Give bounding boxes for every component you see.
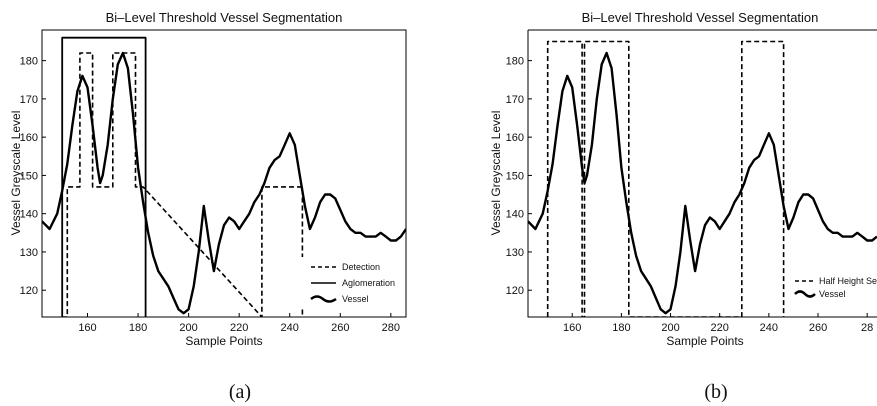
y-tick-label: 130	[20, 247, 38, 259]
x-tick-label: 280	[382, 322, 400, 334]
panel-a-x-ticks: 160 180 200 220 240 260 280	[78, 313, 400, 334]
y-tick-label: 130	[506, 247, 524, 259]
panel-a: Bi–Level Threshold Vessel Segmentation 1…	[9, 10, 407, 403]
y-tick-label: 150	[20, 170, 38, 182]
panel-a-x-axis-label: Sample Points	[185, 334, 262, 348]
panel-b-legend: Half Height Seg Vessel	[788, 272, 877, 300]
y-tick-label: 160	[20, 132, 38, 144]
panel-a-legend: Detection Aglomeration Vessel	[300, 257, 404, 309]
legend-vessel-swatch	[310, 295, 337, 303]
panel-a-y-axis-label: Vessel Greyscale Level	[9, 111, 23, 236]
y-tick-label: 170	[20, 94, 38, 106]
y-tick-label: 120	[506, 285, 524, 297]
series-vessel-line	[42, 51, 406, 315]
panel-b-axes-frame	[527, 29, 877, 318]
panel-b-caption: (b)	[704, 381, 727, 403]
panel-b-plot	[528, 40, 877, 317]
panel-b-x-axis-label: Sample Points	[666, 334, 743, 348]
x-tick-label: 260	[331, 322, 349, 334]
x-tick-label: 200	[661, 322, 679, 334]
x-tick-label: 160	[563, 322, 581, 334]
y-tick-label: 180	[20, 56, 38, 68]
legend-vessel-b-swatch	[794, 290, 816, 298]
x-tick-label: 28	[861, 322, 873, 334]
x-tick-label: 180	[129, 322, 147, 334]
legend-half-height-label: Half Height Seg	[819, 276, 877, 286]
x-tick-label: 160	[78, 322, 96, 334]
y-tick-label: 120	[20, 285, 38, 297]
series-aglomeration-line	[61, 36, 147, 317]
series-vessel-line	[528, 51, 877, 315]
panel-a-title: Bi–Level Threshold Vessel Segmentation	[106, 10, 343, 25]
series-detection-line	[62, 52, 304, 317]
panel-a-axes-frame	[41, 29, 407, 318]
panel-b-x-ticks: 160 180 200 220 240 260 28	[563, 313, 873, 334]
x-tick-label: 180	[612, 322, 630, 334]
y-tick-label: 140	[506, 209, 524, 221]
x-tick-label: 260	[809, 322, 827, 334]
panel-a-plot	[42, 36, 406, 317]
legend-vessel-label: Vessel	[342, 294, 369, 304]
panel-b-title: Bi–Level Threshold Vessel Segmentation	[582, 10, 819, 25]
legend-aglomeration-label: Aglomeration	[342, 278, 395, 288]
y-tick-label: 150	[506, 170, 524, 182]
panel-b-legend-box	[788, 272, 877, 300]
legend-vessel-b-label: Vessel	[819, 289, 846, 299]
panel-b-y-ticks: 120 130 140 150 160 170 180	[506, 56, 532, 297]
y-tick-label: 180	[506, 56, 524, 68]
y-tick-label: 170	[506, 94, 524, 106]
x-tick-label: 240	[760, 322, 778, 334]
panel-b-y-axis-label: Vessel Greyscale Level	[489, 111, 503, 236]
series-half-height-seg-line	[546, 40, 785, 317]
y-tick-label: 140	[20, 209, 38, 221]
x-tick-label: 240	[281, 322, 299, 334]
panel-b: Bi–Level Threshold Vessel Segmentation 1…	[489, 10, 877, 403]
x-tick-label: 200	[179, 322, 197, 334]
legend-detection-label: Detection	[342, 262, 380, 272]
panel-a-y-ticks: 120 130 140 150 160 170 180	[20, 56, 46, 297]
panel-a-caption: (a)	[229, 381, 251, 403]
x-tick-label: 220	[711, 322, 729, 334]
x-tick-label: 220	[230, 322, 248, 334]
y-tick-label: 160	[506, 132, 524, 144]
